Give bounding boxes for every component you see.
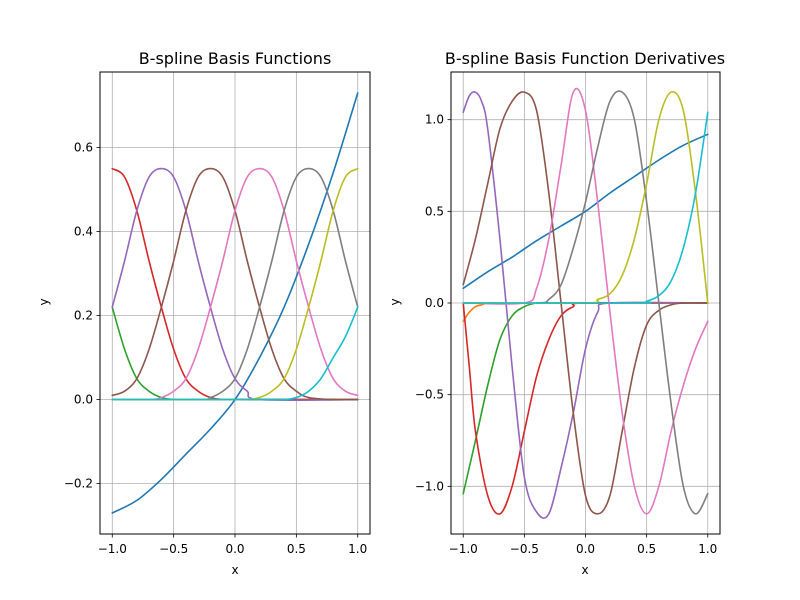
subplot-title: B-spline Basis Function Derivatives — [445, 49, 725, 68]
y-ticks: −0.2 0.0 0.2 0.4 0.6 — [64, 141, 100, 491]
subplot-basis-derivatives: B-spline Basis Function Derivatives −1.0… — [388, 49, 725, 577]
y-tick-label: 0.6 — [74, 141, 93, 155]
series-line-9 — [462, 91, 709, 305]
y-tick-label: 0.0 — [74, 393, 93, 407]
series-line-1 — [462, 133, 709, 290]
x-ticks: −1.0 −0.5 0.0 0.5 1.0 — [98, 534, 367, 556]
x-tick-label: 1.0 — [348, 542, 367, 556]
x-tick-label: 0.0 — [576, 542, 595, 556]
series-line-6 — [462, 91, 709, 515]
x-axis-label: x — [581, 563, 588, 577]
x-tick-label: −0.5 — [510, 542, 539, 556]
y-tick-label: 0.5 — [425, 204, 444, 218]
series-line-7 — [462, 87, 709, 515]
y-tick-label: −0.2 — [64, 477, 93, 491]
x-tick-label: −1.0 — [98, 542, 127, 556]
x-tick-label: 1.0 — [698, 542, 717, 556]
series-line-10 — [462, 111, 709, 304]
series-line-4 — [462, 301, 709, 515]
series-group — [462, 87, 709, 519]
series-line-5 — [462, 91, 709, 519]
y-tick-label: −0.5 — [415, 388, 444, 402]
x-ticks: −1.0 −0.5 0.0 0.5 1.0 — [449, 534, 717, 556]
x-tick-label: 0.0 — [225, 542, 244, 556]
x-tick-label: −0.5 — [159, 542, 188, 556]
y-tick-label: −1.0 — [415, 479, 444, 493]
x-tick-label: 0.5 — [287, 542, 306, 556]
y-tick-label: 0.4 — [74, 225, 93, 239]
subplot-title: B-spline Basis Functions — [139, 49, 332, 68]
series-line-8 — [111, 167, 359, 401]
y-tick-label: 0.0 — [425, 296, 444, 310]
x-tick-label: −1.0 — [449, 542, 478, 556]
series-group — [111, 92, 359, 514]
series-line-1 — [111, 92, 359, 514]
y-ticks: −1.0 −0.5 0.0 0.5 1.0 — [415, 113, 451, 493]
y-axis-label: y — [388, 298, 402, 305]
x-axis-label: x — [231, 563, 238, 577]
series-line-7 — [111, 167, 359, 401]
series-line-5 — [111, 167, 359, 402]
y-tick-label: 1.0 — [425, 113, 444, 127]
subplot-basis-functions: B-spline Basis Functions −1.0 −0.5 0.0 0.5 1… — [37, 49, 371, 577]
y-tick-label: 0.2 — [74, 309, 93, 323]
x-tick-label: 0.5 — [637, 542, 656, 556]
series-line-6 — [111, 167, 359, 401]
y-axis-label: y — [37, 298, 51, 305]
series-line-8 — [462, 90, 709, 515]
series-line-10 — [111, 306, 359, 401]
